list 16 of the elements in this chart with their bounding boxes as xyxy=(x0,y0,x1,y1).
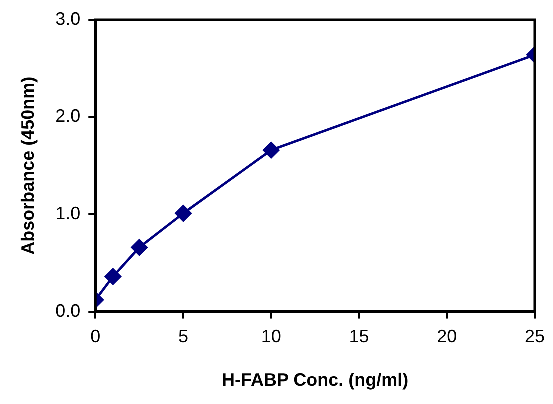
point xyxy=(104,268,122,286)
y-tick-label: 1.0 xyxy=(56,204,81,224)
x-tick-label: 20 xyxy=(437,326,458,347)
x-tick-label: 15 xyxy=(349,326,370,347)
point xyxy=(131,239,148,256)
y-axis-title: Absorbance (450nm) xyxy=(18,76,38,255)
x-tick-label: 25 xyxy=(524,326,546,347)
x-tick-label: 0 xyxy=(90,326,101,347)
point xyxy=(175,205,192,222)
x-tick-label: 5 xyxy=(178,326,189,347)
y-tick-label: 0.0 xyxy=(56,300,81,321)
point xyxy=(263,142,280,159)
y-tick-label: 2.0 xyxy=(56,106,81,126)
x-axis-title: H-FABP Conc. (ng/ml) xyxy=(222,370,409,390)
x-tick-label: 10 xyxy=(261,326,282,347)
y-tick-label: 3.0 xyxy=(56,8,81,29)
